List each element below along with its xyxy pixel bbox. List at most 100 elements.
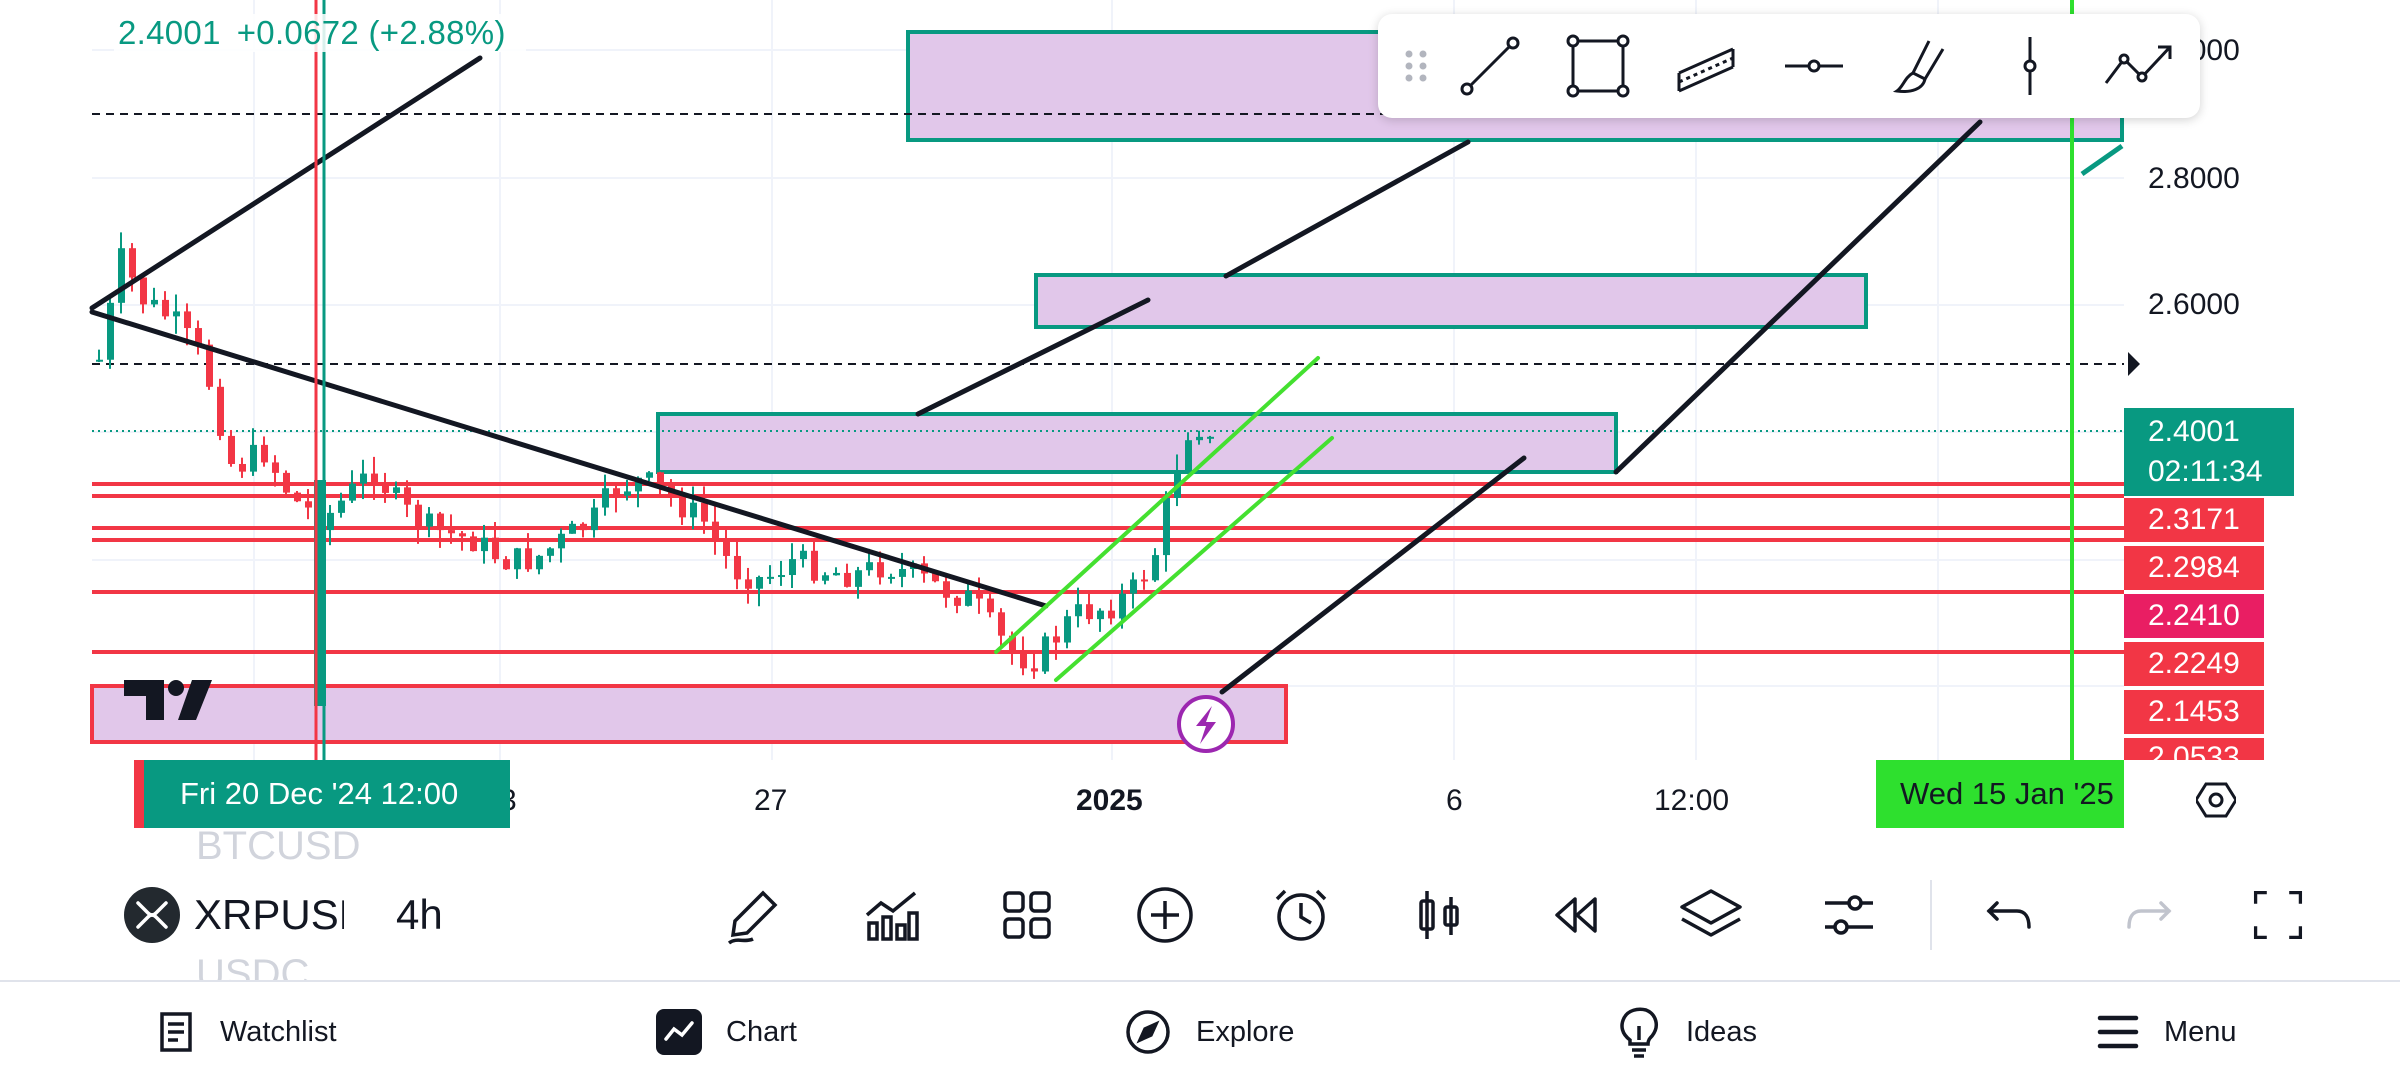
candle-body <box>591 507 598 531</box>
candle-body <box>360 473 367 484</box>
last-price-value: 2.4001 <box>2148 415 2240 448</box>
indicators-icon[interactable] <box>856 880 926 950</box>
candle-body <box>294 492 301 502</box>
chart-type-icon[interactable] <box>1404 880 1474 950</box>
candle-body <box>1141 579 1148 582</box>
candle-body <box>734 555 741 580</box>
vertical-line-icon[interactable] <box>1976 16 2084 116</box>
brush-icon[interactable] <box>1868 16 1976 116</box>
path-icon[interactable] <box>2084 16 2192 116</box>
candle-body <box>569 523 576 534</box>
nav-ideas[interactable]: Ideas <box>1616 982 1757 1082</box>
parallel-channel-icon[interactable] <box>1652 16 1760 116</box>
zone-lower[interactable] <box>656 412 1618 474</box>
redo-icon[interactable] <box>2114 880 2184 950</box>
candle-body <box>1185 440 1192 472</box>
price-axis-label: 2.8000 <box>2148 162 2240 195</box>
candle-body <box>679 496 686 518</box>
candle-body <box>1119 593 1126 619</box>
legend-change: +0.0672 (+2.88%) <box>236 14 506 51</box>
symbol-name[interactable]: XRPUSDT <box>194 891 344 938</box>
horizontal-ray-icon[interactable] <box>1760 16 1868 116</box>
candle-body <box>1064 616 1071 643</box>
price-scale-arrow-icon <box>2128 352 2140 376</box>
interval-selector[interactable]: 4h <box>396 891 443 938</box>
add-icon[interactable] <box>1130 880 1200 950</box>
candle-body <box>1207 436 1214 439</box>
candle-body <box>459 533 466 537</box>
candle-body <box>1020 653 1027 669</box>
price-tag: 2.2249 <box>2124 642 2264 686</box>
layers-icon[interactable] <box>1676 880 1746 950</box>
nav-chart-label: Chart <box>726 1015 797 1048</box>
candle-body <box>272 462 279 473</box>
candle-body <box>833 572 840 576</box>
symbol-ghost-above: BTCUSD <box>196 824 361 868</box>
bottom-toolbar: BTCUSD USDC XRPUSDT 4h <box>0 824 2400 980</box>
candlestick-series[interactable] <box>96 232 1214 706</box>
candle-body <box>1009 635 1016 654</box>
candle-body <box>1031 668 1038 672</box>
crosshair-time-tag: Fri 20 Dec '24 12:00 <box>134 760 510 828</box>
candle-body <box>349 483 356 501</box>
candle-body <box>217 386 224 436</box>
layouts-icon[interactable] <box>992 880 1062 950</box>
lightning-icon[interactable] <box>1177 695 1235 753</box>
candle-body <box>393 487 400 493</box>
fullscreen-icon[interactable] <box>2250 880 2306 950</box>
candle-body <box>96 359 103 362</box>
price-legend: 2.4001 +0.0672 (+2.88%) <box>114 14 526 52</box>
symbol-ghost-below: USDC <box>196 952 310 980</box>
zone-middle[interactable] <box>1034 273 1868 329</box>
candle-body <box>371 473 378 485</box>
nav-menu[interactable]: Menu <box>2096 982 2237 1082</box>
nav-explore[interactable]: Explore <box>1124 982 1294 1082</box>
time-axis-label: 27 <box>754 784 788 817</box>
chart-area[interactable]: 2.4001+0.0672 (+2.88%) 3.0000 2.8000 2.6… <box>0 0 2400 850</box>
nav-chart[interactable]: Chart <box>656 982 797 1082</box>
drag-handle-icon[interactable] <box>1396 46 1436 86</box>
price-tag: 2.1453 <box>2124 690 2264 734</box>
toolbar-divider <box>1930 880 1932 950</box>
candle-body <box>624 491 631 496</box>
alert-icon[interactable] <box>1266 880 1336 950</box>
candle-body <box>173 311 180 317</box>
candle-body <box>899 569 906 577</box>
trend-lines[interactable] <box>89 55 1983 695</box>
symbol-selector[interactable]: XRPUSDT 4h <box>124 850 443 980</box>
candle-body <box>657 472 664 486</box>
parallel-channel[interactable] <box>994 356 1334 682</box>
candle-body <box>965 590 972 606</box>
lightbulb-icon <box>1616 1006 1662 1058</box>
candle-body <box>701 502 708 522</box>
partial-segment <box>2080 143 2124 177</box>
vertical-line-time-tag: Wed 15 Jan '25 <box>1876 760 2124 828</box>
undo-icon[interactable] <box>1974 880 2044 950</box>
zone-bottom[interactable] <box>90 684 1288 744</box>
candle-body <box>635 477 642 492</box>
candle-body <box>184 311 191 329</box>
candle-body <box>327 512 334 531</box>
candle-body <box>426 513 433 527</box>
candle-body <box>789 559 796 576</box>
rectangle-icon[interactable] <box>1544 16 1652 116</box>
settings-icon[interactable] <box>1814 880 1884 950</box>
candle-body <box>855 570 862 587</box>
bottom-nav: Watchlist Chart Explore Ideas Menu <box>0 980 2400 1082</box>
xrp-logo-icon <box>124 887 180 943</box>
candle-body <box>888 576 895 579</box>
replay-icon[interactable] <box>1540 880 1610 950</box>
axis-settings-icon[interactable] <box>2194 780 2238 820</box>
chart-canvas[interactable] <box>0 0 2400 850</box>
time-axis-label: 2025 <box>1076 784 1143 817</box>
candle-body <box>822 575 829 581</box>
nav-ideas-label: Ideas <box>1686 1015 1757 1048</box>
candle-body <box>877 562 884 578</box>
candle-body <box>866 562 873 571</box>
nav-watchlist[interactable]: Watchlist <box>156 982 337 1082</box>
horizontal-levels[interactable] <box>92 482 2124 654</box>
hamburger-icon <box>2096 1014 2140 1050</box>
trend-line-icon[interactable] <box>1436 16 1544 116</box>
candle-body <box>437 513 444 531</box>
draw-icon[interactable] <box>718 880 788 950</box>
